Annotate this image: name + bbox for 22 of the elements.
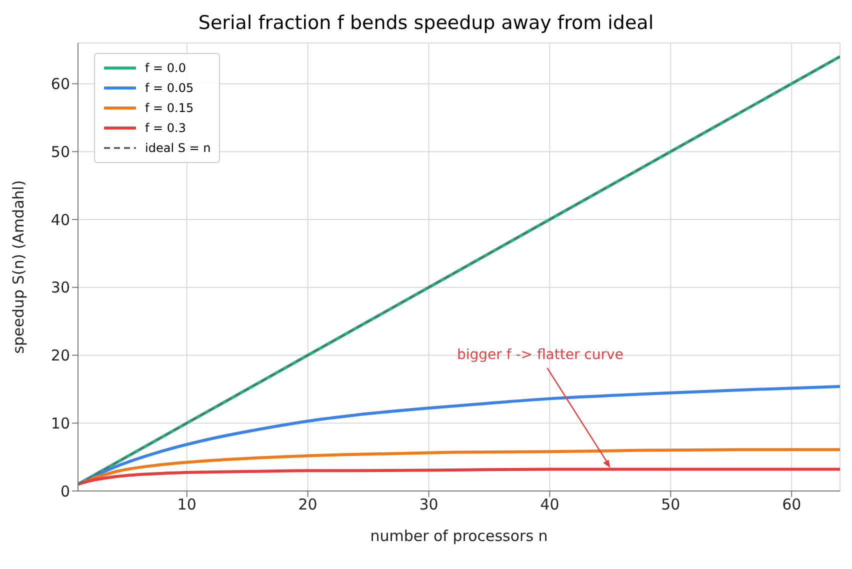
x-tick-label: 50 xyxy=(661,496,680,514)
x-tick-label: 60 xyxy=(782,496,802,514)
x-tick-label: 10 xyxy=(177,496,196,514)
y-tick-label: 20 xyxy=(50,346,70,365)
legend-label: f = 0.3 xyxy=(145,121,186,135)
y-axis-title: speedup S(n) (Amdahl) xyxy=(9,180,28,354)
legend-label: f = 0.0 xyxy=(145,61,186,75)
annotation: bigger f -> flatter curve xyxy=(456,346,624,363)
x-axis-title: number of processors n xyxy=(370,527,548,545)
legend-label: f = 0.05 xyxy=(145,81,194,95)
legend-label: f = 0.15 xyxy=(145,101,194,115)
x-tick-label: 30 xyxy=(419,496,438,514)
y-tick-label: 10 xyxy=(50,414,70,432)
chart-title: Serial fraction f bends speedup away from ideal xyxy=(197,12,655,34)
y-tick-label: 40 xyxy=(50,210,70,229)
x-tick-label: 20 xyxy=(298,496,318,514)
x-tick-label: 40 xyxy=(540,496,560,514)
y-tick-label: 30 xyxy=(50,278,70,297)
legend-label: ideal S = n xyxy=(145,141,211,155)
y-tick-label: 0 xyxy=(60,482,70,500)
y-tick-label: 60 xyxy=(50,75,70,94)
y-tick-label: 50 xyxy=(50,142,70,161)
